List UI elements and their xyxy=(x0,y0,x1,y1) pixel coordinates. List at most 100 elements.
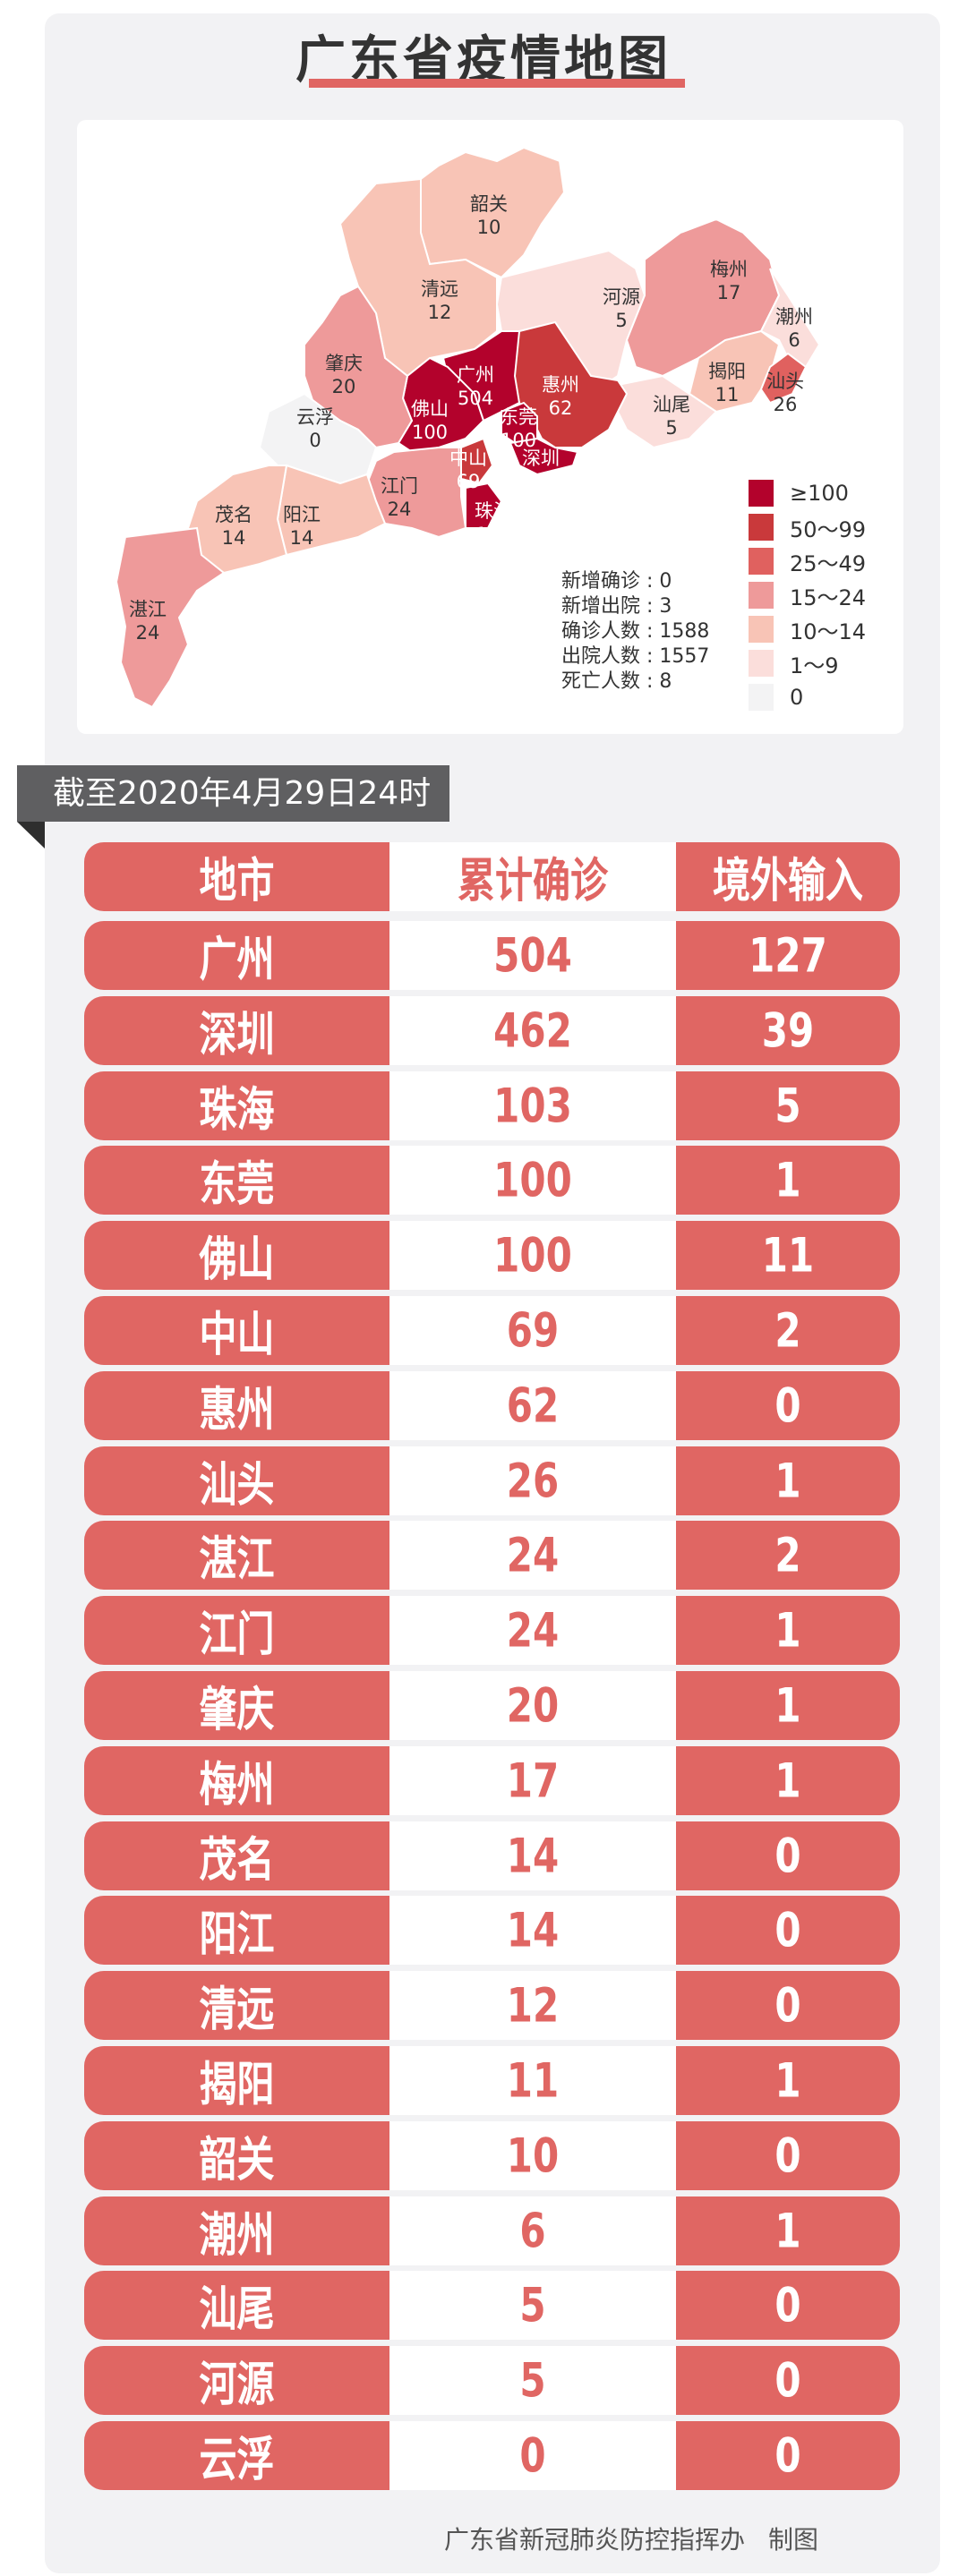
map-label-value: 62 xyxy=(549,397,573,419)
table-row: 清远 12 0 xyxy=(84,1971,900,2041)
date-banner: 截至2020年4月29日24时 xyxy=(17,765,449,822)
table-row: 汕尾 5 0 xyxy=(84,2271,900,2341)
footer-org: 广东省新冠肺炎防控指挥办 xyxy=(444,2525,746,2555)
cell-text: 2 xyxy=(774,1302,801,1359)
map-label-name: 湛江 xyxy=(129,599,167,620)
cell-text: 茂名 xyxy=(199,1831,275,1887)
table-row: 佛山 100 11 xyxy=(84,1221,900,1291)
map-label-name: 肇庆 xyxy=(325,353,363,374)
city-cell: 清远 xyxy=(84,1971,389,2041)
confirmed-cell: 5 xyxy=(389,2346,676,2416)
table-row: 云浮 0 0 xyxy=(84,2421,900,2490)
cell-text: 深圳 xyxy=(199,1006,275,1062)
map-label-name: 清远 xyxy=(421,278,458,300)
cell-text: 24 xyxy=(506,1603,560,1659)
map-label-name: 惠州 xyxy=(542,374,579,396)
cell-text: 广州 xyxy=(199,931,275,986)
imported-cell: 127 xyxy=(676,921,900,990)
legend-label: 0 xyxy=(790,685,804,710)
map-label-value: 24 xyxy=(136,622,160,644)
map-label-name: 茂名 xyxy=(215,504,252,525)
confirmed-cell: 100 xyxy=(389,1221,676,1291)
map-label-value: 6 xyxy=(788,329,800,351)
map-label-name: 汕头 xyxy=(766,371,804,392)
cell-text: 肇庆 xyxy=(199,1681,275,1736)
city-cell: 韶关 xyxy=(84,2120,389,2190)
cell-text: 11 xyxy=(506,2052,560,2109)
city-cell: 珠海 xyxy=(84,1070,389,1140)
city-cell: 深圳 xyxy=(84,995,389,1065)
map-region xyxy=(115,526,226,709)
legend-label: 50～99 xyxy=(790,516,867,542)
imported-cell: 5 xyxy=(676,1070,900,1140)
imported-cell: 2 xyxy=(676,1296,900,1365)
stat-value: 1588 xyxy=(659,620,710,643)
city-cell: 佛山 xyxy=(84,1221,389,1291)
map-label-value: 504 xyxy=(458,388,493,409)
cell-text: 14 xyxy=(506,1828,560,1883)
imported-cell: 0 xyxy=(676,2271,900,2341)
city-cell: 东莞 xyxy=(84,1146,389,1215)
map-label-name: 潮州 xyxy=(775,306,813,328)
cell-text: 11 xyxy=(761,1228,815,1284)
cell-text: 梅州 xyxy=(199,1756,275,1812)
cell-text: 504 xyxy=(493,927,572,984)
imported-cell: 1 xyxy=(676,1596,900,1666)
table-row: 肇庆 20 1 xyxy=(84,1671,900,1740)
cell-text: 湛江 xyxy=(199,1531,275,1587)
table-row: 中山 69 2 xyxy=(84,1296,900,1365)
stat-label: 新增出院 xyxy=(561,595,641,618)
cell-text: 0 xyxy=(774,2278,801,2333)
confirmed-cell: 26 xyxy=(389,1446,676,1515)
legend-swatch xyxy=(749,548,774,575)
map-label-value: 26 xyxy=(774,394,798,415)
stat-line: 出院人数 : 1557 xyxy=(561,645,710,668)
cell-text: 潮州 xyxy=(199,2206,275,2262)
table-row: 韶关 10 0 xyxy=(84,2120,900,2190)
cell-text: 0 xyxy=(774,2128,801,2183)
imported-cell: 2 xyxy=(676,1521,900,1591)
map-label-value: 103 xyxy=(475,524,511,545)
table-row: 珠海 103 5 xyxy=(84,1070,900,1140)
map-label-value: 11 xyxy=(715,384,740,405)
city-cell: 中山 xyxy=(84,1296,389,1365)
footer-mark: 制图 xyxy=(768,2525,819,2555)
city-cell: 惠州 xyxy=(84,1370,389,1440)
cell-text: 103 xyxy=(493,1078,572,1133)
map-label-value: 14 xyxy=(222,527,246,549)
map-label-value: 14 xyxy=(290,527,314,549)
map-label-name: 深圳 xyxy=(522,448,560,469)
city-cell: 茂名 xyxy=(84,1821,389,1890)
confirmed-cell: 14 xyxy=(389,1896,676,1966)
confirmed-cell: 17 xyxy=(389,1745,676,1815)
cell-text: 0 xyxy=(519,2427,546,2484)
map-label-value: 12 xyxy=(428,302,452,323)
imported-cell: 1 xyxy=(676,1446,900,1515)
imported-cell: 1 xyxy=(676,1671,900,1740)
table-row: 东莞 100 1 xyxy=(84,1146,900,1215)
stats-summary: 新增确诊 : 0 新增出院 : 3 确诊人数 : 1588 出院人数 : 1557 死亡… xyxy=(561,569,709,695)
city-cell: 江门 xyxy=(84,1596,389,1666)
confirmed-cell: 5 xyxy=(389,2271,676,2341)
title-underline xyxy=(309,79,685,88)
confirmed-cell: 69 xyxy=(389,1296,676,1365)
confirmed-cell: 14 xyxy=(389,1821,676,1890)
cell-text: 39 xyxy=(761,1002,815,1058)
confirmed-cell: 100 xyxy=(389,1146,676,1215)
map-label-name: 中山 xyxy=(449,448,487,469)
cell-text: 1 xyxy=(774,1453,801,1508)
cell-text: 2 xyxy=(774,1528,801,1583)
cell-text: 境外输入 xyxy=(712,852,863,908)
map-label-name: 广州 xyxy=(457,364,494,386)
table-row: 梅州 17 1 xyxy=(84,1745,900,1815)
legend-label: 25～49 xyxy=(790,550,867,576)
stat-line: 新增出院 : 3 xyxy=(561,595,672,618)
cell-text: 1 xyxy=(774,2203,801,2258)
cell-text: 100 xyxy=(493,1228,572,1284)
cell-text: 1 xyxy=(774,1753,801,1808)
map-region xyxy=(759,352,808,405)
map-label-value: 100 xyxy=(412,422,448,443)
imported-cell: 11 xyxy=(676,1221,900,1291)
table-row: 阳江 14 0 xyxy=(84,1896,900,1966)
stat-label: 死亡人数 xyxy=(561,670,641,693)
